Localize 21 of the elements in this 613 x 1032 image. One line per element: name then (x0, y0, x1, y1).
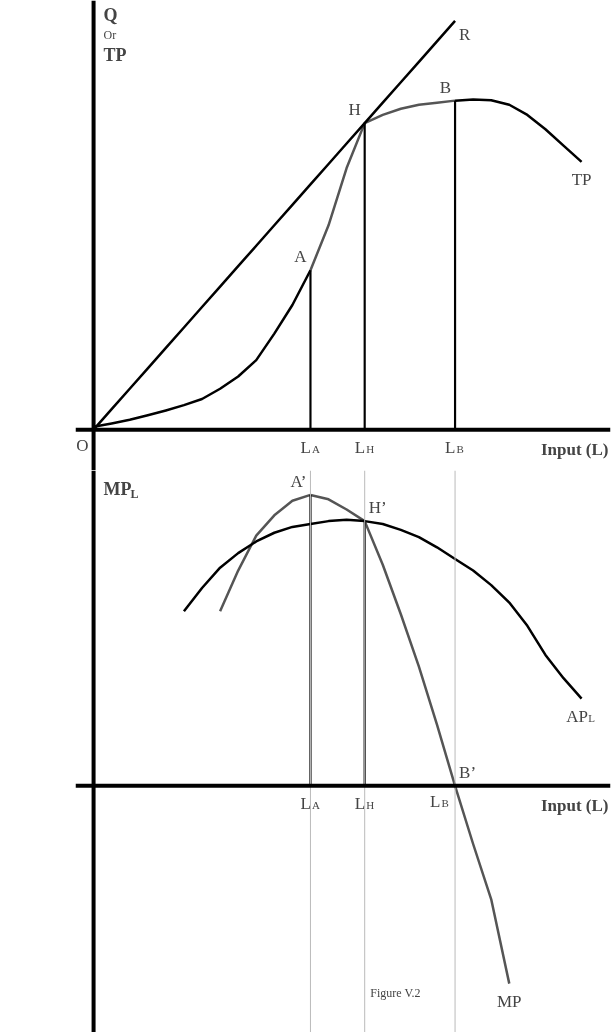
series-label: TP (571, 169, 592, 189)
x-tick-label: LA (300, 793, 320, 813)
x-tick-label: LA (300, 437, 320, 457)
text: Figure V.2 (370, 985, 421, 1000)
annotation: B’ (459, 762, 477, 782)
x-tick-label: LB (430, 791, 449, 811)
series-label: MP (497, 991, 522, 1011)
x-tick-label: LB (445, 437, 464, 457)
x-axis-title: Input (L) (540, 795, 609, 815)
x-tick-label: LH (354, 437, 375, 457)
annotation: A (294, 247, 308, 267)
series-label: R (459, 24, 472, 44)
annotation: A’ (290, 471, 307, 491)
x-axis-title: Input (L) (540, 439, 609, 459)
annotation: B (439, 77, 452, 97)
y-axis-title: Q Or TP (103, 4, 127, 65)
annotation: H’ (368, 498, 387, 518)
annotation: H (348, 100, 361, 120)
x-tick-label: LH (354, 793, 375, 813)
series-label: APL (566, 706, 596, 726)
x-tick-label: O (76, 435, 89, 455)
